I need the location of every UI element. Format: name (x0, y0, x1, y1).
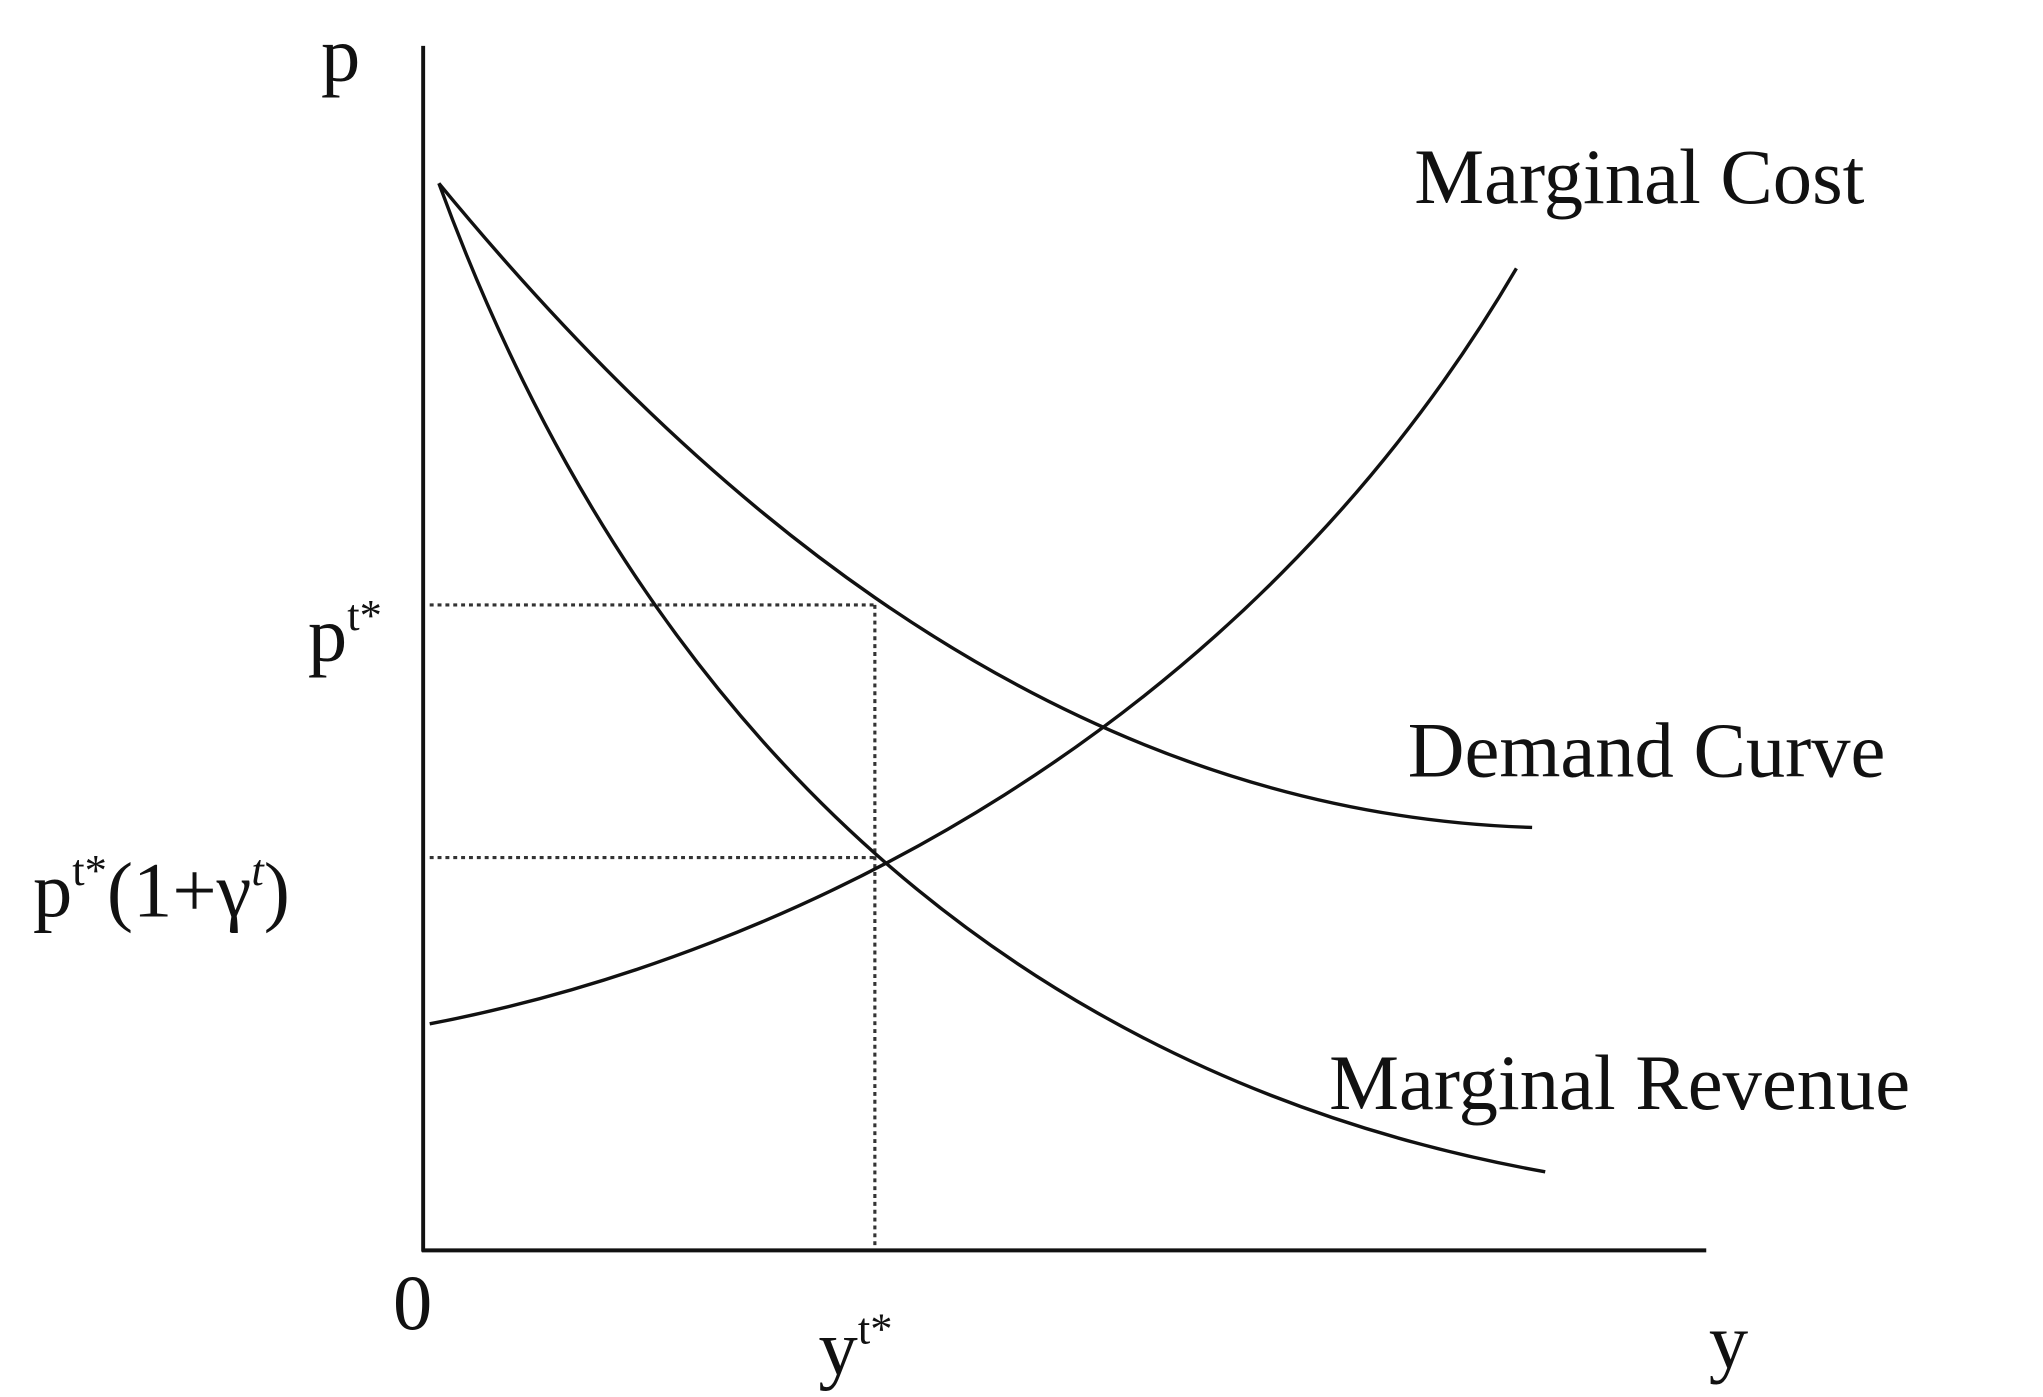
marginal-cost-label: Marginal Cost (1414, 133, 1864, 220)
demand-curve (437, 182, 1533, 830)
origin-label: 0 (393, 1259, 432, 1346)
y-axis-label: p (321, 11, 360, 98)
marginal-revenue-curve (437, 182, 1546, 1174)
quantity-base: y (819, 1305, 858, 1392)
price-base: p (308, 591, 347, 678)
markup-rest: (1+γ (107, 846, 251, 933)
price-tick: pt* (308, 590, 382, 678)
demand-label: Demand Curve (1408, 706, 1886, 793)
markup-close: ) (264, 846, 290, 933)
markup-sup: t* (72, 845, 107, 895)
quantity-tick: yt* (819, 1303, 893, 1391)
marginal-revenue-label: Marginal Revenue (1329, 1039, 1910, 1126)
price-sup: t* (347, 590, 382, 640)
markup-rest-sup: t (251, 845, 265, 895)
markup-tick: pt*(1+γt) (33, 845, 290, 933)
markup-base: p (33, 846, 72, 933)
x-axis-label: y (1709, 1298, 1748, 1385)
quantity-sup: t* (858, 1303, 893, 1353)
marginal-cost-curve (429, 267, 1518, 1026)
